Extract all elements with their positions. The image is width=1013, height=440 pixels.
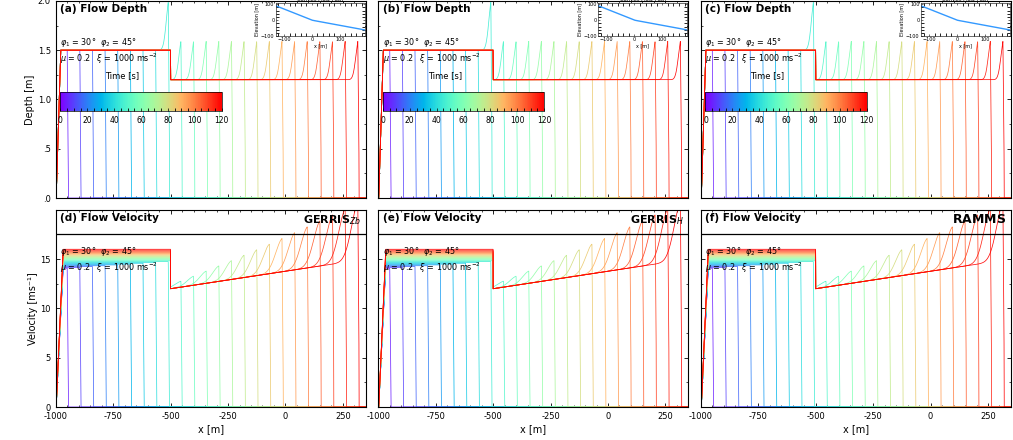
X-axis label: x [m]: x [m] bbox=[198, 424, 224, 434]
Text: $\varphi_1$ = 30°  $\varphi_2$ = 45°
$\mu$ = 0.2   $\xi$ = 1000 ms$^{-2}$: $\varphi_1$ = 30° $\varphi_2$ = 45° $\mu… bbox=[61, 246, 158, 275]
Text: (c) Flow Depth: (c) Flow Depth bbox=[705, 4, 792, 14]
X-axis label: x [m]: x [m] bbox=[636, 43, 649, 48]
Text: $\varphi_1$ = 30°  $\varphi_2$ = 45°
$\mu$ = 0.2   $\xi$ = 1000 ms$^{-2}$: $\varphi_1$ = 30° $\varphi_2$ = 45° $\mu… bbox=[705, 37, 803, 66]
Y-axis label: Elevation [m]: Elevation [m] bbox=[900, 3, 905, 36]
Text: (b) Flow Depth: (b) Flow Depth bbox=[383, 4, 470, 14]
Y-axis label: Elevation [m]: Elevation [m] bbox=[254, 3, 259, 36]
X-axis label: x [m]: x [m] bbox=[959, 43, 971, 48]
X-axis label: x [m]: x [m] bbox=[521, 424, 546, 434]
Text: (d) Flow Velocity: (d) Flow Velocity bbox=[61, 213, 159, 223]
Text: Time [s]: Time [s] bbox=[427, 71, 462, 80]
Title: Convex Flow Path: Convex Flow Path bbox=[942, 0, 989, 2]
Text: $\mathbf{GERRIS}_{H}$: $\mathbf{GERRIS}_{H}$ bbox=[630, 213, 684, 227]
Title: Convex Flow Path: Convex Flow Path bbox=[620, 0, 666, 2]
Text: $\mathbf{GERRIS}_{Zb}$: $\mathbf{GERRIS}_{Zb}$ bbox=[303, 213, 362, 227]
X-axis label: x [m]: x [m] bbox=[843, 424, 869, 434]
Text: $\varphi_1$ = 30°  $\varphi_2$ = 45°
$\mu$ = 0.2   $\xi$ = 1000 ms$^{-2}$: $\varphi_1$ = 30° $\varphi_2$ = 45° $\mu… bbox=[705, 246, 803, 275]
Text: $\mathbf{RAMMS}$: $\mathbf{RAMMS}$ bbox=[952, 213, 1006, 226]
Text: $\varphi_1$ = 30°  $\varphi_2$ = 45°
$\mu$ = 0.2   $\xi$ = 1000 ms$^{-2}$: $\varphi_1$ = 30° $\varphi_2$ = 45° $\mu… bbox=[61, 37, 158, 66]
Text: (f) Flow Velocity: (f) Flow Velocity bbox=[705, 213, 801, 223]
Text: (e) Flow Velocity: (e) Flow Velocity bbox=[383, 213, 481, 223]
Text: $\varphi_1$ = 30°  $\varphi_2$ = 45°
$\mu$ = 0.2   $\xi$ = 1000 ms$^{-2}$: $\varphi_1$ = 30° $\varphi_2$ = 45° $\mu… bbox=[383, 37, 481, 66]
Text: Time [s]: Time [s] bbox=[105, 71, 140, 80]
X-axis label: x [m]: x [m] bbox=[314, 43, 327, 48]
Text: Time [s]: Time [s] bbox=[751, 71, 785, 80]
Text: $\mathbf{RAMMS}$: $\mathbf{RAMMS}$ bbox=[952, 4, 1006, 17]
Y-axis label: Depth [m]: Depth [m] bbox=[25, 74, 35, 125]
Text: (a) Flow Depth: (a) Flow Depth bbox=[61, 4, 148, 14]
Text: $\varphi_1$ = 30°  $\varphi_2$ = 45°
$\mu$ = 0.2   $\xi$ = 1000 ms$^{-2}$: $\varphi_1$ = 30° $\varphi_2$ = 45° $\mu… bbox=[383, 246, 481, 275]
Title: Convex Flow Path: Convex Flow Path bbox=[297, 0, 343, 2]
Y-axis label: Velocity [ms⁻¹]: Velocity [ms⁻¹] bbox=[27, 272, 37, 345]
Text: $\mathbf{GERRIS}_{H}$: $\mathbf{GERRIS}_{H}$ bbox=[630, 4, 684, 18]
Y-axis label: Elevation [m]: Elevation [m] bbox=[577, 3, 582, 36]
Text: $\mathbf{GERRIS}_{Zb}$: $\mathbf{GERRIS}_{Zb}$ bbox=[303, 4, 362, 18]
